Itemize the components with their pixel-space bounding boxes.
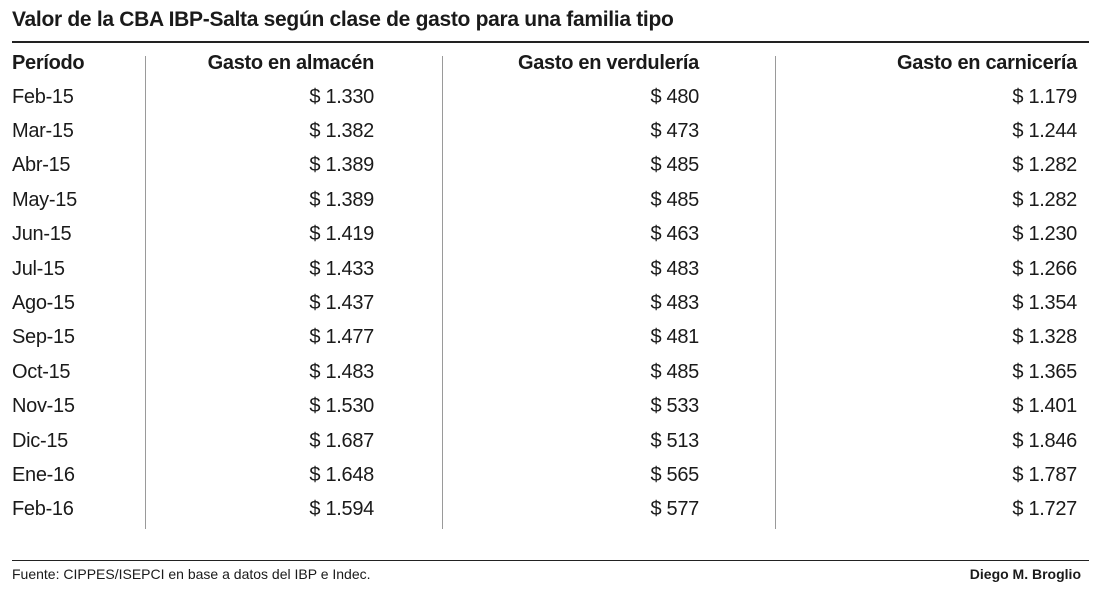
value-cell: $ 1.401 xyxy=(1012,395,1077,418)
value-cell: $ 1.846 xyxy=(1012,429,1077,452)
value-cell: $ 1.354 xyxy=(1012,292,1077,315)
top-rule xyxy=(12,41,1089,43)
value-cell: $ 463 xyxy=(650,223,699,246)
value-cell: $ 485 xyxy=(650,360,699,383)
period-cell: Oct-15 xyxy=(12,360,71,383)
value-cell: $ 1.328 xyxy=(1012,326,1077,349)
value-cell: $ 1.648 xyxy=(309,463,374,486)
period-cell: May-15 xyxy=(12,188,77,211)
period-cell: Feb-15 xyxy=(12,85,74,108)
value-cell: $ 485 xyxy=(650,188,699,211)
period-cell: Dic-15 xyxy=(12,429,68,452)
table-row: Abr-15 $ 1.389 $ 485 $ 1.282 xyxy=(12,149,1077,183)
author-credit: Diego M. Broglio xyxy=(969,566,1081,582)
value-cell: $ 1.594 xyxy=(309,498,374,521)
value-cell: $ 1.179 xyxy=(1012,85,1077,108)
value-cell: $ 1.244 xyxy=(1012,120,1077,143)
period-cell: Ago-15 xyxy=(12,292,75,315)
period-cell: Mar-15 xyxy=(12,120,74,143)
value-cell: $ 1.382 xyxy=(309,120,374,143)
table-row: Jul-15 $ 1.433 $ 483 $ 1.266 xyxy=(12,252,1077,286)
column-header: Gasto en almacén xyxy=(207,51,375,74)
value-cell: $ 1.530 xyxy=(309,395,374,418)
value-cell: $ 480 xyxy=(650,85,699,108)
value-cell: $ 1.389 xyxy=(309,188,374,211)
value-cell: $ 1.282 xyxy=(1012,188,1077,211)
value-cell: $ 481 xyxy=(650,326,699,349)
period-cell: Feb-16 xyxy=(12,498,74,521)
value-cell: $ 483 xyxy=(650,257,699,280)
value-cell: $ 483 xyxy=(650,292,699,315)
value-cell: $ 1.282 xyxy=(1012,154,1077,177)
value-cell: $ 1.230 xyxy=(1012,223,1077,246)
value-cell: $ 1.687 xyxy=(309,429,374,452)
column-header: Período xyxy=(12,51,85,74)
column-divider xyxy=(775,56,776,529)
column-header: Gasto en carnicería xyxy=(897,51,1077,74)
value-cell: $ 533 xyxy=(650,395,699,418)
table-row: Oct-15 $ 1.483 $ 485 $ 1.365 xyxy=(12,355,1077,389)
value-cell: $ 1.437 xyxy=(309,292,374,315)
table-row: Ene-16 $ 1.648 $ 565 $ 1.787 xyxy=(12,458,1077,492)
value-cell: $ 1.266 xyxy=(1012,257,1077,280)
value-cell: $ 1.483 xyxy=(309,360,374,383)
header-row: Período Gasto en almacén Gasto en verdul… xyxy=(12,46,1077,80)
period-cell: Ene-16 xyxy=(12,463,75,486)
table-row: Nov-15 $ 1.530 $ 533 $ 1.401 xyxy=(12,390,1077,424)
value-cell: $ 473 xyxy=(650,120,699,143)
value-cell: $ 1.419 xyxy=(309,223,374,246)
source-note: Fuente: CIPPES/ISEPCI en base a datos de… xyxy=(12,566,371,582)
period-cell: Jul-15 xyxy=(12,257,65,280)
value-cell: $ 577 xyxy=(650,498,699,521)
table-row: Mar-15 $ 1.382 $ 473 $ 1.244 xyxy=(12,114,1077,148)
value-cell: $ 1.433 xyxy=(309,257,374,280)
column-divider xyxy=(442,56,443,529)
value-cell: $ 513 xyxy=(650,429,699,452)
value-cell: $ 1.389 xyxy=(309,154,374,177)
period-cell: Abr-15 xyxy=(12,154,71,177)
column-header: Gasto en verdulería xyxy=(517,51,699,74)
table-row: Feb-16 $ 1.594 $ 577 $ 1.727 xyxy=(12,493,1077,527)
data-table: Período Gasto en almacén Gasto en verdul… xyxy=(12,46,1077,527)
value-cell: $ 1.365 xyxy=(1012,360,1077,383)
value-cell: $ 1.477 xyxy=(309,326,374,349)
table-row: Jun-15 $ 1.419 $ 463 $ 1.230 xyxy=(12,218,1077,252)
table-row: May-15 $ 1.389 $ 485 $ 1.282 xyxy=(12,183,1077,217)
table-row: Feb-15 $ 1.330 $ 480 $ 1.179 xyxy=(12,80,1077,114)
period-cell: Jun-15 xyxy=(12,223,72,246)
value-cell: $ 1.330 xyxy=(309,85,374,108)
period-cell: Sep-15 xyxy=(12,326,75,349)
chart-title: Valor de la CBA IBP-Salta según clase de… xyxy=(12,8,674,31)
value-cell: $ 1.727 xyxy=(1012,498,1077,521)
value-cell: $ 485 xyxy=(650,154,699,177)
period-cell: Nov-15 xyxy=(12,395,75,418)
table-row: Sep-15 $ 1.477 $ 481 $ 1.328 xyxy=(12,321,1077,355)
bottom-rule xyxy=(12,560,1089,561)
column-divider xyxy=(145,56,146,529)
table-row: Dic-15 $ 1.687 $ 513 $ 1.846 xyxy=(12,424,1077,458)
value-cell: $ 565 xyxy=(650,463,699,486)
table-row: Ago-15 $ 1.437 $ 483 $ 1.354 xyxy=(12,286,1077,320)
value-cell: $ 1.787 xyxy=(1012,463,1077,486)
